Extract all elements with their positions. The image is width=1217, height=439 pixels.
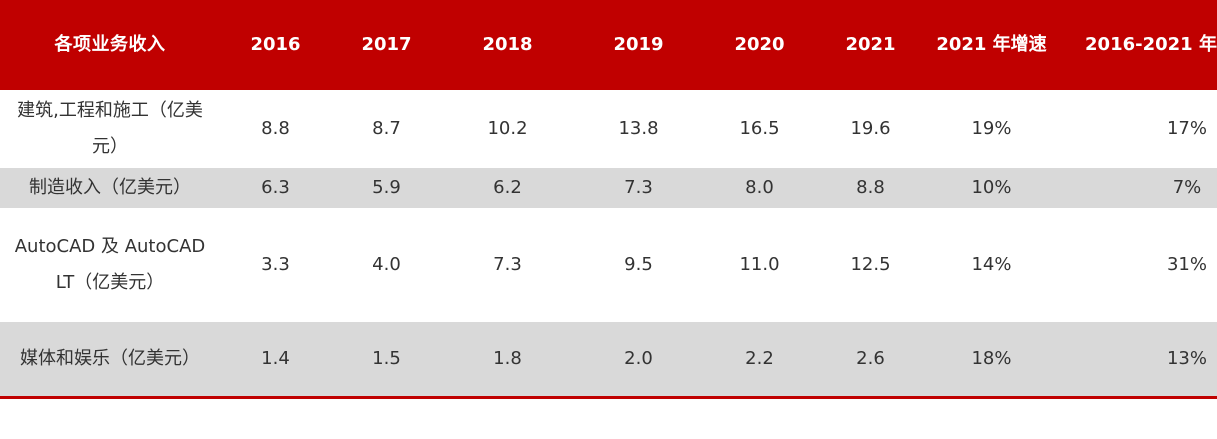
table-cell: 10% [926, 168, 1057, 208]
header-cell-2017: 2017 [331, 0, 442, 90]
header-cell-2016: 2016 [220, 0, 331, 90]
header-cell-2020: 2020 [704, 0, 815, 90]
header-cell-category: 各项业务收入 [0, 0, 220, 90]
table-cell: 1.5 [331, 322, 442, 399]
table-cell: 7% [1057, 168, 1217, 208]
table-cell: 7.3 [493, 254, 522, 275]
header-row: 各项业务收入 2016 2017 2018 2019 2020 2021 202… [0, 0, 1217, 90]
table-cell: 3.3 [261, 254, 290, 275]
header-cell-2019: 2019 [573, 0, 704, 90]
table-row: 制造收入（亿美元） 6.3 5.9 6.2 7.3 8.0 8.8 10% 7% [0, 168, 1217, 208]
header-cell-2021-growth: 2021 年增速 [926, 0, 1057, 90]
table-cell: 8.0 [704, 168, 815, 208]
table-cell: 10.2 [487, 118, 528, 139]
header-cell-2018: 2018 [442, 0, 573, 90]
table-row: 建筑,工程和施工（亿美元） 8.8 8.7 10.2 13.8 16.5 19.… [0, 90, 1217, 168]
table-cell: 1.8 [442, 322, 573, 399]
table-cell: 19.6 [850, 118, 891, 139]
table-cell: 14% [971, 254, 1012, 275]
table-cell: 8.8 [815, 168, 926, 208]
table-row: AutoCAD 及 AutoCAD LT（亿美元） 3.3 4.0 7.3 9.… [0, 208, 1217, 322]
header-cell-cagr: 2016-2021 年复合增速 [1057, 0, 1217, 90]
table-cell: 18% [926, 322, 1057, 399]
row-label-text: AutoCAD 及 AutoCAD LT（亿美元） [14, 236, 206, 293]
header-cell-2021: 2021 [815, 0, 926, 90]
revenue-table: 各项业务收入 2016 2017 2018 2019 2020 2021 202… [0, 0, 1217, 399]
row-label: 媒体和娱乐（亿美元） [0, 322, 220, 399]
table-cell: 8.7 [372, 118, 401, 139]
row-label-text: 媒体和娱乐（亿美元） [20, 347, 200, 369]
table-cell: 17% [1166, 118, 1207, 139]
table-cell: 13.8 [618, 118, 659, 139]
row-label: 建筑,工程和施工（亿美元） [0, 90, 220, 168]
table-cell: 31% [1166, 254, 1207, 275]
table-cell: 6.2 [442, 168, 573, 208]
table-cell: 5.9 [331, 168, 442, 208]
row-label-text: 制造收入（亿美元） [29, 177, 191, 198]
table-cell: 8.8 [261, 118, 290, 139]
table-cell: 19% [971, 118, 1012, 139]
table-cell: 12.5 [850, 254, 891, 275]
table-cell: 2.0 [573, 322, 704, 399]
table-cell: 16.5 [739, 118, 780, 139]
table-cell: 9.5 [624, 254, 653, 275]
table-cell: 6.3 [220, 168, 331, 208]
table-cell: 7.3 [573, 168, 704, 208]
row-label: AutoCAD 及 AutoCAD LT（亿美元） [0, 208, 220, 322]
table-cell: 1.4 [220, 322, 331, 399]
table-row: 媒体和娱乐（亿美元） 1.4 1.5 1.8 2.0 2.2 2.6 18% 1… [0, 322, 1217, 399]
table-cell: 2.6 [815, 322, 926, 399]
table-cell: 11.0 [739, 254, 780, 275]
row-label: 制造收入（亿美元） [0, 168, 220, 208]
table-cell: 4.0 [372, 254, 401, 275]
table-cell: 2.2 [704, 322, 815, 399]
row-label-text: 建筑,工程和施工（亿美元） [17, 100, 203, 157]
table-cell: 13% [1057, 322, 1217, 399]
